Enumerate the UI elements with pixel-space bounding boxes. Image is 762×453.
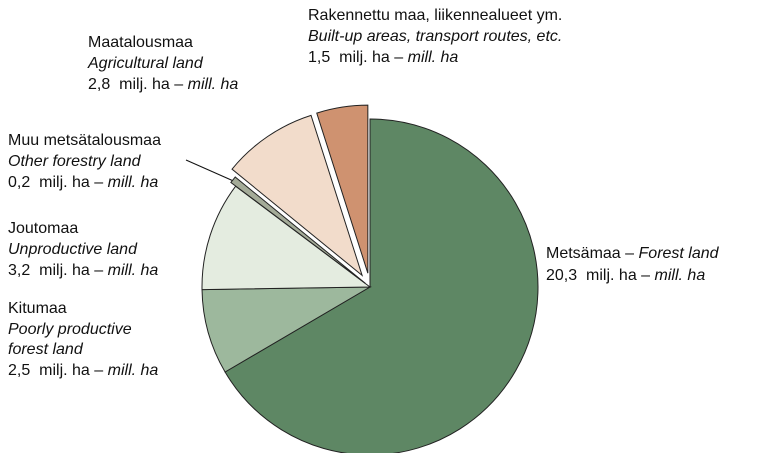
separator: –: [174, 76, 184, 93]
label-fi: Kitumaa: [8, 300, 67, 317]
unit-en: mill. ha: [654, 267, 706, 284]
pie-slice: [230, 176, 366, 284]
separator: –: [394, 49, 404, 66]
separator: –: [625, 245, 635, 262]
value-label: 2,8: [88, 76, 111, 93]
pie-slice: [316, 104, 369, 274]
slice-label: Kitumaa Poorly productive forest land 2,5 …: [8, 298, 198, 382]
label-fi: Rakennettu maa, liikennealueet ym.: [308, 7, 563, 24]
separator: –: [94, 362, 104, 379]
slice-label: Maatalousmaa Agricultural land 2,8 milj. h…: [88, 32, 298, 96]
unit-fi: milj. ha: [39, 174, 90, 191]
leader-line: [185, 159, 239, 184]
label-en: Forest land: [638, 245, 719, 262]
slice-label: Metsämaa – Forest land 20,3 milj. ha – mi…: [546, 243, 756, 287]
label-fi: Maatalousmaa: [88, 34, 193, 51]
separator: –: [641, 267, 651, 284]
pie-slice: [224, 118, 539, 453]
unit-fi: milj. ha: [39, 362, 90, 379]
unit-fi: milj. ha: [586, 267, 637, 284]
unit-fi: milj. ha: [119, 76, 170, 93]
separator: –: [94, 174, 104, 191]
value-label: 0,2: [8, 174, 31, 191]
label-en: Poorly productive forest land: [8, 321, 132, 358]
unit-en: mill. ha: [187, 76, 239, 93]
pie-slice: [201, 185, 372, 291]
unit-en: mill. ha: [407, 49, 459, 66]
slice-label: Muu metsätalousmaa Other forestry land 0,2…: [8, 130, 208, 194]
label-fi: Muu metsätalousmaa: [8, 132, 161, 149]
pie-slice: [231, 114, 364, 277]
unit-fi: milj. ha: [339, 49, 390, 66]
unit-en: mill. ha: [107, 362, 159, 379]
label-en: Other forestry land: [8, 153, 141, 170]
unit-en: mill. ha: [107, 174, 159, 191]
label-en: Unproductive land: [8, 241, 137, 258]
label-en: Agricultural land: [88, 55, 203, 72]
value-label: 1,5: [308, 49, 331, 66]
slice-label: Rakennettu maa, liikennealueet ym. Built-…: [308, 5, 648, 69]
label-fi: Metsämaa: [546, 245, 621, 262]
value-label: 20,3: [546, 267, 578, 284]
unit-fi: milj. ha: [39, 262, 90, 279]
label-en: Built-up areas, transport routes, etc.: [308, 28, 563, 45]
separator: –: [94, 262, 104, 279]
slice-label: Joutomaa Unproductive land 3,2 milj. ha – …: [8, 218, 208, 282]
unit-en: mill. ha: [107, 262, 159, 279]
value-label: 2,5: [8, 362, 31, 379]
label-fi: Joutomaa: [8, 220, 79, 237]
value-label: 3,2: [8, 262, 31, 279]
pie-slice: [201, 286, 372, 373]
